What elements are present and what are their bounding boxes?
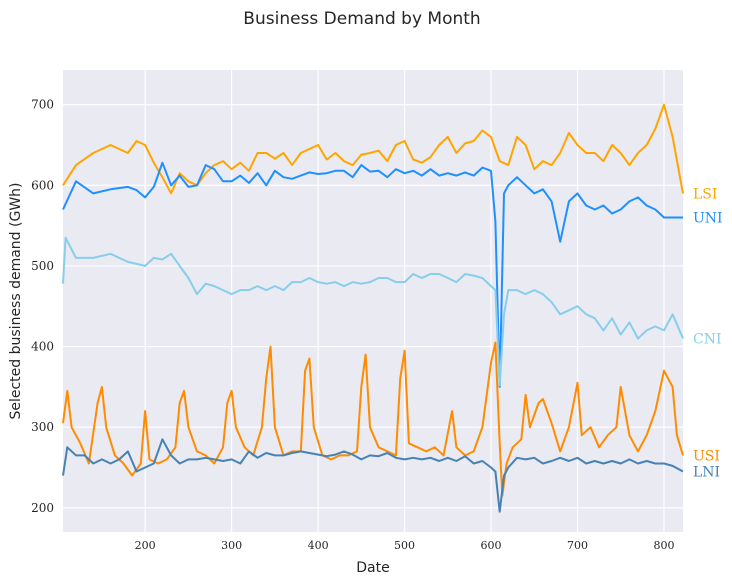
- y-tick-labels: 200 300 400 500 600 700: [31, 98, 54, 515]
- x-tick-label: 600: [481, 539, 502, 552]
- series-group: [62, 103, 684, 513]
- y-tick-label: 400: [31, 340, 54, 354]
- series-label-usi: USI: [693, 448, 720, 464]
- x-tick-label: 400: [308, 539, 329, 552]
- x-tick-label: 800: [653, 539, 674, 552]
- x-tick-label: 700: [567, 539, 588, 552]
- series-line-usi: [62, 341, 684, 497]
- series-line-cni: [62, 236, 684, 387]
- series-label-lsi: LSI: [693, 186, 717, 202]
- grid: [63, 70, 683, 532]
- x-axis-label: Date: [356, 560, 389, 576]
- y-tick-label: 200: [31, 501, 54, 515]
- y-tick-label: 500: [31, 259, 54, 273]
- series-line-uni: [62, 161, 683, 388]
- y-tick-label: 300: [31, 420, 54, 434]
- series-label-cni: CNI: [693, 331, 722, 347]
- x-tick-label: 500: [394, 539, 415, 552]
- series-label-lni: LNI: [693, 465, 720, 481]
- y-tick-label: 600: [31, 178, 54, 192]
- x-tick-label: 200: [135, 539, 156, 552]
- x-tick-labels: 200 300 400 500 600 700 800: [135, 539, 675, 552]
- chart-title: Business Demand by Month: [243, 9, 480, 29]
- x-tick-label: 300: [221, 539, 242, 552]
- y-axis-label: Selected business demand (GWh): [8, 182, 24, 419]
- series-line-lsi: [62, 103, 684, 195]
- series-label-uni: UNI: [693, 211, 723, 227]
- y-tick-label: 700: [31, 98, 54, 112]
- series-line-lni: [62, 438, 684, 513]
